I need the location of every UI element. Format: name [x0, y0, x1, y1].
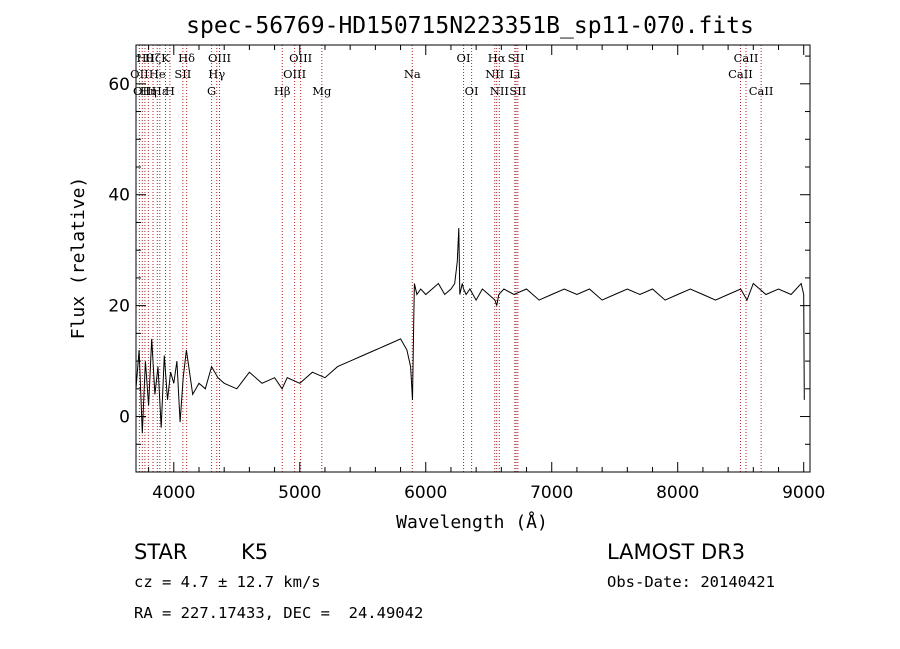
y-tick-label: 60 [108, 75, 130, 95]
spectral-line-label: OII [133, 84, 152, 98]
coordinates-readout: RA = 227.17433, DEC = 24.49042 [134, 604, 424, 622]
spectral-line-label: NII [485, 67, 504, 81]
spectral-line-label: SII [509, 84, 526, 98]
x-tick-label: 8000 [656, 483, 699, 503]
spectral-line-label: Li [509, 67, 521, 81]
y-tick-label: 40 [108, 186, 130, 206]
spectral-line-label: CaII [749, 84, 774, 98]
spectral-line-labels: OII OII Hθ Hη Hζ He Hε K H SII Hδ G Hγ OIII Hβ OIII OIII… [130, 51, 773, 98]
x-tick-label: 6000 [404, 483, 447, 503]
x-axis-label: Wavelength (Å) [396, 511, 548, 533]
spectral-line-label: Hε [152, 84, 168, 98]
spectral-line-label: Hζ [145, 51, 161, 65]
x-tick-label: 7000 [530, 483, 573, 503]
spectral-line-label: G [207, 84, 216, 98]
spectral-line-label: NII [490, 84, 509, 98]
spectral-line-label: SII [508, 51, 525, 65]
spectral-line-label: CaII [734, 51, 759, 65]
spectral-line-label: Hγ [208, 67, 225, 81]
observation-date: Obs-Date: 20140421 [607, 573, 775, 591]
spectral-line-label: OII [130, 67, 149, 81]
spectral-line-label: OIII [289, 51, 312, 65]
spectral-line-label: Mg [312, 84, 332, 98]
plot-frame [135, 44, 811, 473]
spectral-line-label: Hβ [274, 84, 291, 98]
redshift-readout: cz = 4.7 ± 12.7 km/s [134, 573, 321, 591]
spectral-line-label: OIII [208, 51, 231, 65]
spectral-subclass: K5 [241, 540, 269, 564]
spectral-line-label: OI [457, 51, 471, 65]
survey-name: LAMOST DR3 [607, 540, 746, 564]
chart-title: spec-56769-HD150715N223351B_sp11-070.fit… [186, 13, 754, 39]
y-axis-label: Flux (relative) [68, 177, 89, 340]
spectral-line-label: Hα [488, 51, 506, 65]
x-tick-label: 4000 [152, 483, 195, 503]
x-tick-label: 9000 [782, 483, 825, 503]
spectral-line-markers [138, 45, 762, 472]
spectral-line-label: Hη [140, 84, 157, 98]
spectral-line-label: OIII [283, 67, 306, 81]
spectral-line-label: CaII [728, 67, 753, 81]
x-tick-label: 5000 [278, 483, 321, 503]
spectral-line-label: Hδ [178, 51, 195, 65]
spectral-line-label: Hθ [136, 51, 153, 65]
axis-ticks: 4000 5000 6000 7000 8000 9000 0 20 40 60 [108, 45, 825, 503]
y-tick-label: 0 [119, 408, 130, 428]
spectrum-series [135, 227, 805, 434]
spectral-line-label: He [149, 67, 166, 81]
spectral-line-label: Na [404, 67, 421, 81]
y-tick-label: 20 [108, 297, 130, 317]
object-type: STAR [134, 540, 188, 564]
spectral-line-label: OI [465, 84, 479, 98]
spectral-line-label: SII [174, 67, 191, 81]
spectral-line-label: K [161, 51, 170, 65]
spectrum-chart: spec-56769-HD150715N223351B_sp11-070.fit… [68, 13, 825, 533]
spectral-line-label: H [165, 84, 175, 98]
